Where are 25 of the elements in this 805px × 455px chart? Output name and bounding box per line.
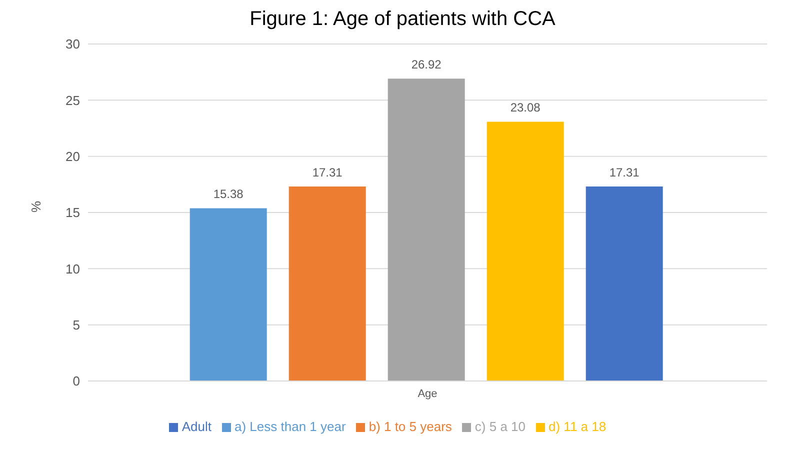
chart-title: Figure 1: Age of patients with CCA — [248, 8, 556, 32]
x-tick-label: Age — [418, 388, 438, 400]
y-tick-label: 5 — [72, 317, 80, 332]
y-tick-label: 0 — [72, 374, 80, 389]
bar — [190, 208, 267, 381]
y-axis-title: % — [28, 200, 44, 212]
bar — [586, 186, 663, 381]
data-label: 26.92 — [411, 58, 442, 72]
data-label: 17.31 — [609, 166, 640, 180]
y-tick-label: 15 — [66, 205, 80, 220]
y-tick-label: 25 — [66, 92, 80, 108]
y-tick-label: 10 — [66, 261, 80, 276]
data-label: 15.38 — [213, 187, 244, 202]
y-tick-label: 30 — [66, 36, 80, 52]
legend-label: Adult — [182, 419, 212, 434]
legend-label: d) 11 a 18 — [548, 419, 606, 434]
legend-label: b) 1 to 5 years — [368, 419, 452, 434]
legend-label: a) Less than 1 year — [234, 419, 346, 434]
bar — [288, 186, 366, 381]
y-tick-label: 20 — [66, 148, 80, 164]
data-label: 23.08 — [510, 100, 541, 115]
bar — [486, 122, 564, 381]
bar — [388, 78, 465, 381]
data-label: 17.31 — [312, 166, 343, 180]
legend-label: c) 5 a 10 — [474, 419, 526, 434]
